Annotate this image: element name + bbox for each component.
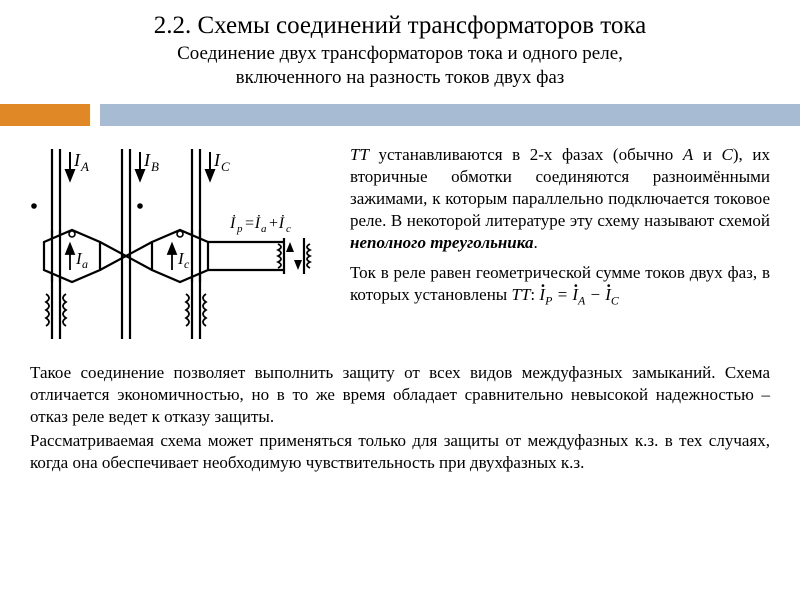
abbr-tt-2: ТТ	[511, 285, 530, 304]
bottom-text: Такое соединение позволяет выполнить защ…	[0, 344, 800, 474]
content-row: I A I B I C	[0, 126, 800, 344]
svg-text:C: C	[221, 159, 230, 174]
svg-text:+İ: +İ	[268, 214, 285, 232]
phase-a: А	[683, 145, 693, 164]
paragraph-1: ТТ устанавливаются в 2-х фазах (обычно А…	[350, 144, 770, 254]
term-incomplete-triangle: неполного треугольника	[350, 233, 533, 252]
svg-text:p: p	[236, 223, 243, 235]
p1-d: и	[693, 145, 721, 164]
circuit-svg: I A I B I C	[22, 144, 322, 344]
f-ia-i: I	[572, 284, 578, 306]
svg-text:I: I	[213, 150, 221, 170]
svg-text:=İ: =İ	[244, 214, 261, 232]
bottom-paragraph-2: Рассматриваемая схема может применяться …	[30, 430, 770, 474]
paragraph-2: Ток в реле равен геометрической сумме то…	[350, 262, 770, 309]
p1-b: устанавливаются в 2-х фазах (обычно	[369, 145, 683, 164]
svg-text:I: I	[73, 150, 81, 170]
subtitle-line-2: включенного на разность токов двух фаз	[236, 67, 565, 88]
svg-text:c: c	[286, 223, 291, 235]
p1-h: .	[533, 233, 537, 252]
f-ic-sub: C	[611, 293, 619, 307]
f-eq: =	[552, 285, 572, 304]
svg-text:A: A	[80, 159, 89, 174]
phase-c: С	[722, 145, 733, 164]
formula-ip: IP = IA − IC	[539, 285, 618, 304]
divider-gap	[90, 104, 100, 126]
slide-header: 2.2. Схемы соединений трансформаторов то…	[0, 0, 800, 98]
text-column: ТТ устанавливаются в 2-х фазах (обычно А…	[350, 144, 770, 344]
slide-subtitle: Соединение двух трансформаторов тока и о…	[30, 42, 770, 90]
f-ic-i: I	[605, 284, 611, 306]
svg-text:İ: İ	[229, 214, 236, 232]
svg-text:a: a	[82, 257, 88, 271]
svg-text:I: I	[143, 150, 151, 170]
abbr-tt: ТТ	[350, 145, 369, 164]
svg-text:c: c	[184, 257, 190, 271]
circuit-diagram: I A I B I C	[22, 144, 322, 344]
f-minus: −	[585, 285, 605, 304]
svg-text:B: B	[151, 159, 159, 174]
diagram-column: I A I B I C	[22, 144, 332, 344]
subtitle-line-1: Соединение двух трансформаторов тока и о…	[177, 43, 623, 64]
svg-text:a: a	[261, 223, 267, 235]
divider-orange	[0, 104, 90, 126]
divider-band	[0, 104, 800, 126]
bottom-paragraph-1: Такое соединение позволяет выполнить защ…	[30, 362, 770, 428]
divider-blue	[100, 104, 800, 126]
f-ip-i: I	[539, 284, 545, 306]
slide-title: 2.2. Схемы соединений трансформаторов то…	[30, 12, 770, 40]
